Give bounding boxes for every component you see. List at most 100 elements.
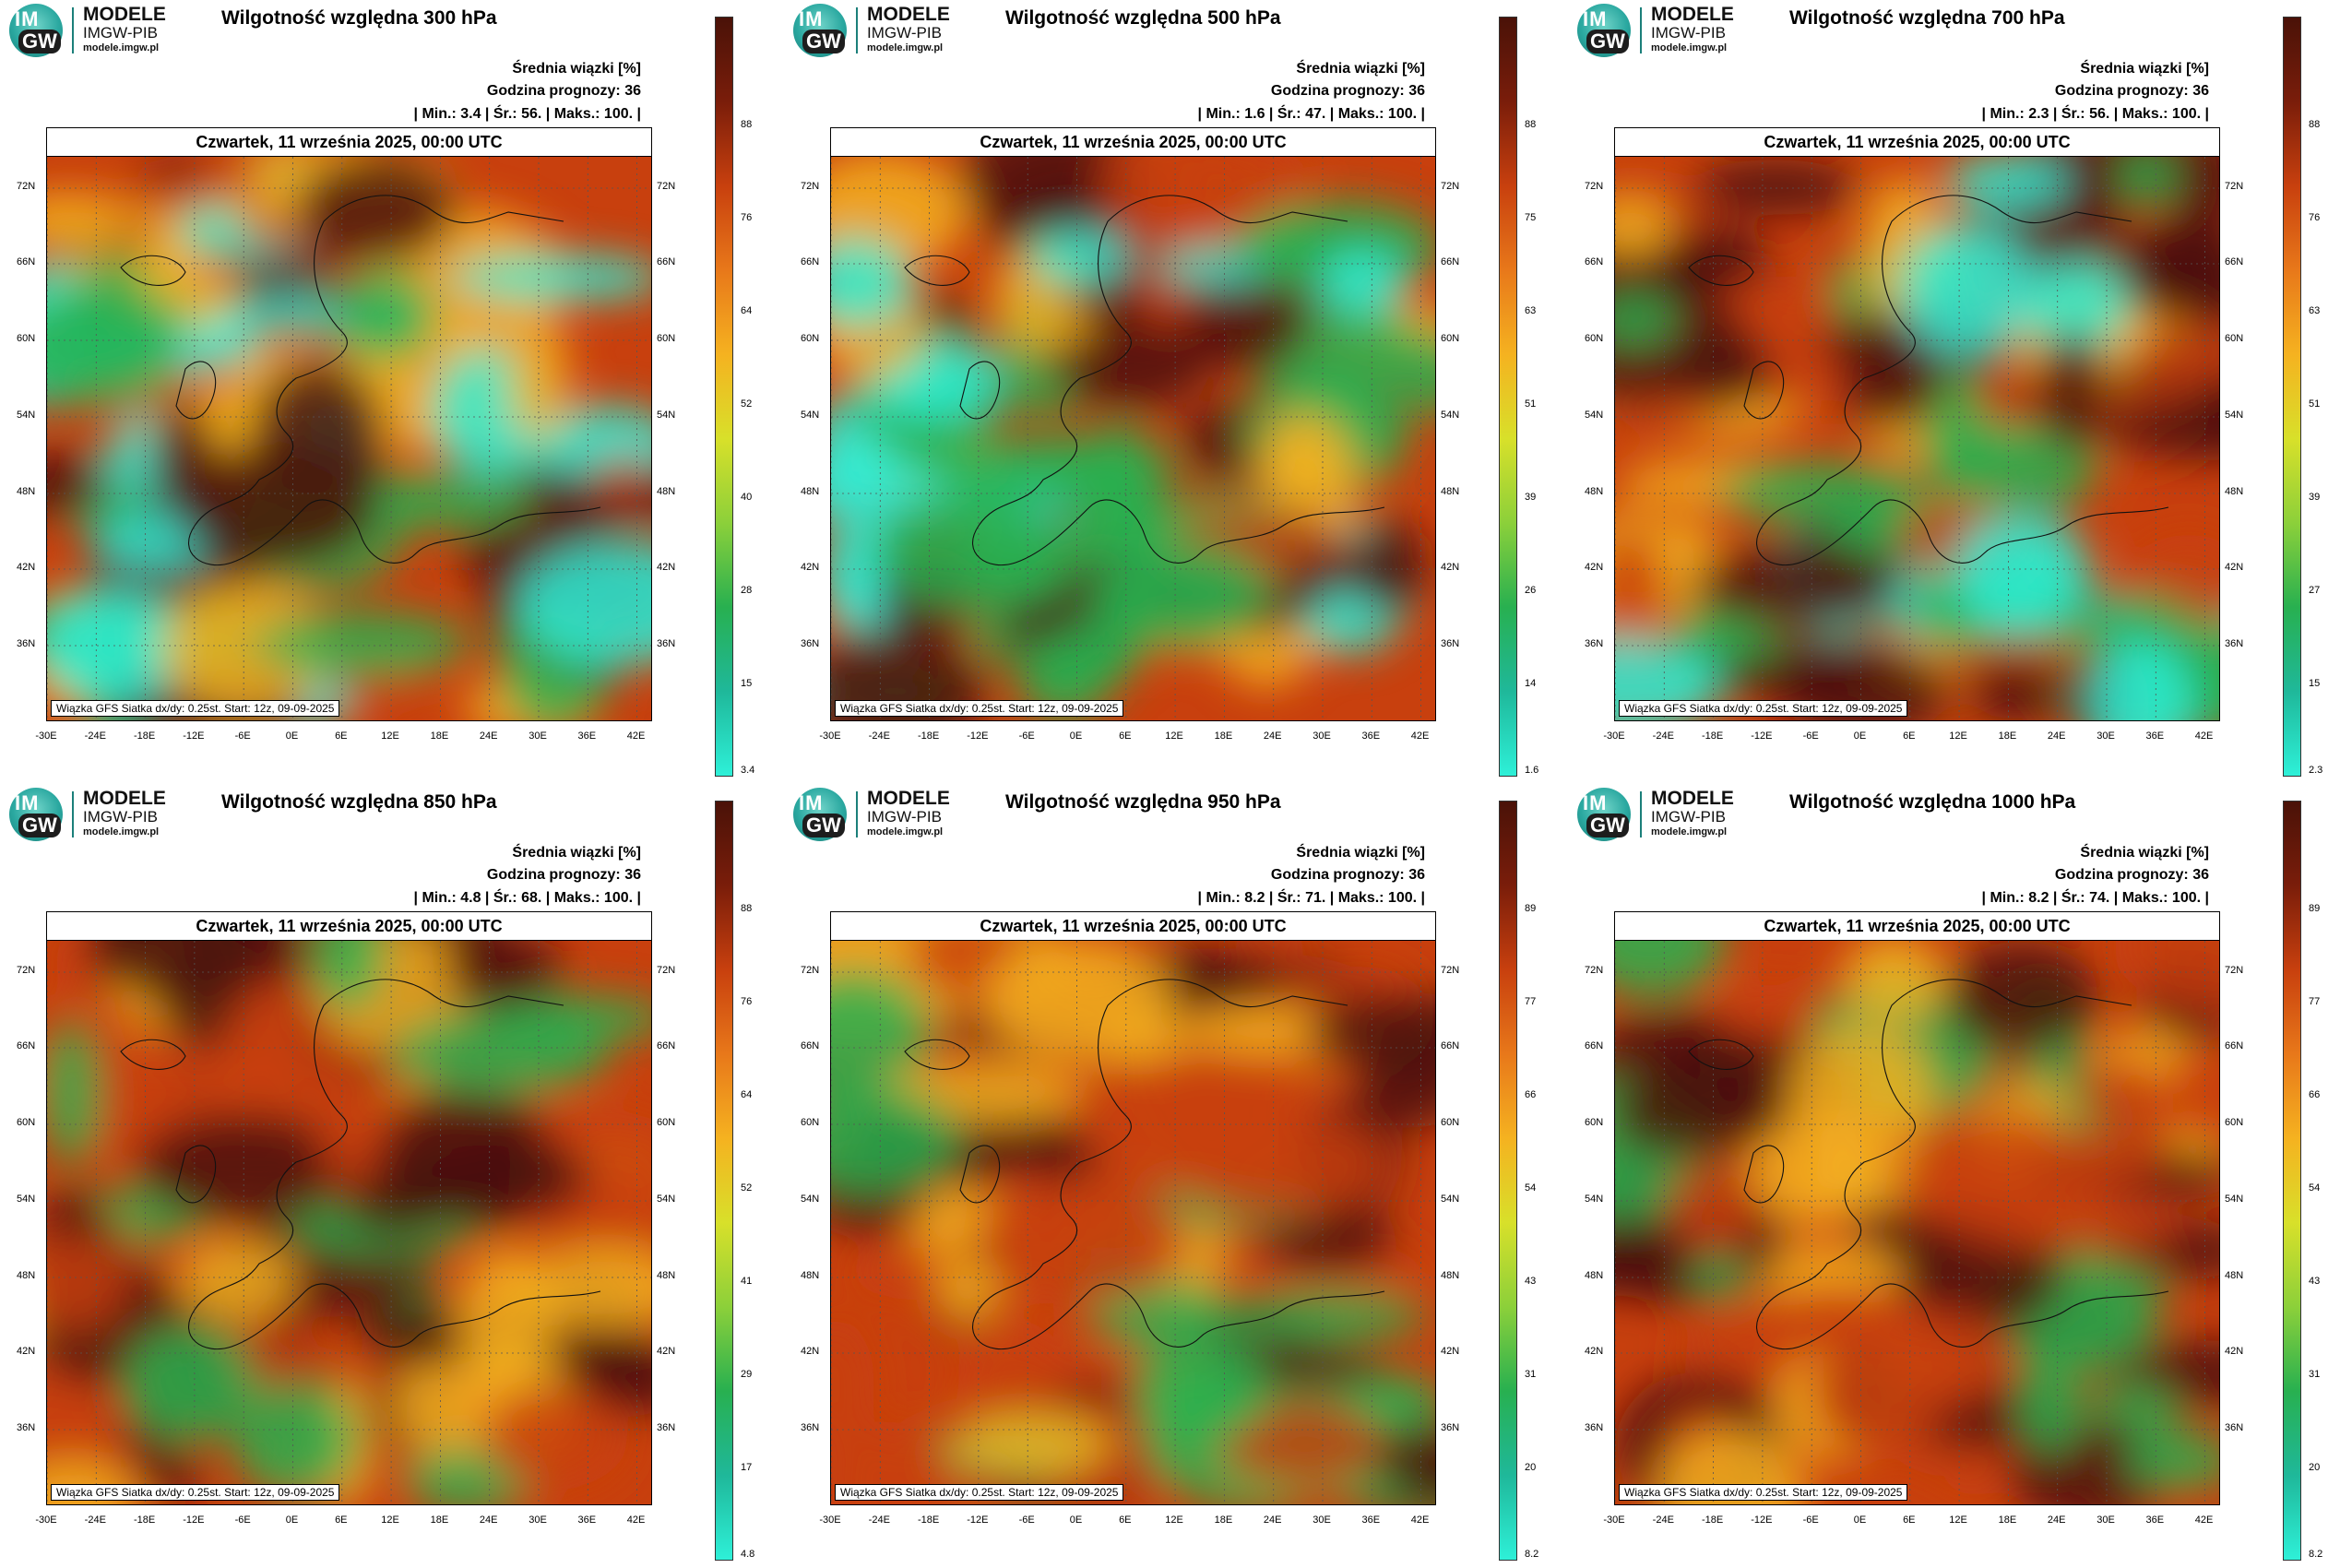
lon-label: 24E (1263, 731, 1282, 742)
lon-label: 30E (529, 1515, 547, 1526)
lon-label: -24E (84, 731, 106, 742)
lat-label-left: 60N (17, 333, 36, 344)
humidity-blob (1713, 651, 1890, 699)
lat-label-right: 66N (2225, 1040, 2244, 1051)
lon-label: 6E (1903, 731, 1916, 742)
humidity-blob (831, 628, 985, 720)
humidity-blob (1690, 160, 1859, 215)
model-footer: Wiązka GFS Siatka dx/dy: 0.25st. Start: … (1619, 700, 1908, 717)
humidity-map-svg (47, 941, 651, 1504)
colorbar-tick: 8.2 (1525, 1549, 1539, 1560)
panel-title: Wilgotność względna 500 hPa (1005, 7, 1281, 29)
logo-divider (72, 7, 74, 53)
stats-line: | Min.: 3.4 | Śr.: 56. | Maks.: 100. | (413, 106, 641, 122)
lon-label: 18E (1214, 1515, 1233, 1526)
lat-label-left: 42N (17, 562, 36, 573)
lat-label-left: 48N (1585, 486, 1604, 497)
lat-label-left: 72N (1585, 965, 1604, 976)
lat-label-right: 60N (1441, 1117, 1460, 1128)
coastline (1688, 979, 2169, 1350)
colorbar-tick: 88 (741, 119, 753, 130)
lat-label-right: 60N (2225, 333, 2244, 344)
lon-label: 42E (2194, 1515, 2214, 1526)
lon-label: 6E (335, 731, 348, 742)
logo-badge-top: IM (1583, 7, 1608, 30)
date-bar: Czwartek, 11 września 2025, 00:00 UTC (831, 912, 1435, 941)
map-frame: Czwartek, 11 września 2025, 00:00 UTC Wią… (830, 911, 1436, 1505)
humidity-map-svg (831, 157, 1435, 720)
lon-label: -30E (1603, 731, 1625, 742)
humidity-blob (983, 941, 1175, 1063)
humidity-field: Wiązka GFS Siatka dx/dy: 0.25st. Start: … (47, 157, 651, 720)
lat-label-right: 66N (2225, 256, 2244, 267)
humidity-blob (1320, 250, 1407, 315)
logo-divider (72, 791, 74, 837)
humidity-blob (47, 452, 109, 517)
lat-label-right: 66N (1441, 256, 1460, 267)
humidity-blob (47, 1232, 128, 1328)
legend-title: Średnia wiązki [%] (2080, 845, 2209, 861)
imgw-logo: IM GW MODELE IMGW-PIB modele.imgw.pl (793, 4, 950, 57)
lat-label-right: 72N (657, 181, 676, 192)
humidity-blob (1666, 1160, 1760, 1253)
humidity-blob (831, 1318, 874, 1447)
colorbar-tick: 51 (1525, 398, 1537, 410)
humidity-blob (482, 1387, 628, 1489)
lon-label: -30E (35, 731, 57, 742)
humidity-blob (1691, 544, 1903, 627)
colorbar-tick: 2.3 (2309, 765, 2323, 776)
logo-subtitle: IMGW-PIB (1651, 24, 1726, 42)
forecast-hour: Godzina prognozy: 36 (1270, 83, 1425, 99)
lon-label: -6E (1802, 731, 1819, 742)
logo-badge-bottom: GW (802, 30, 845, 53)
panel-title: Wilgotność względna 300 hPa (221, 7, 497, 29)
map-panel: IM GW MODELE IMGW-PIB modele.imgw.pl Wilgotno… (784, 784, 1568, 1568)
logo-url: modele.imgw.pl (1651, 826, 1728, 837)
colorbar (715, 17, 733, 777)
lat-label-left: 42N (801, 562, 820, 573)
humidity-blob (445, 941, 563, 1010)
lon-label: 6E (335, 1515, 348, 1526)
lon-label: -6E (1018, 1515, 1035, 1526)
imgw-logo: IM GW MODELE IMGW-PIB modele.imgw.pl (793, 788, 950, 841)
lon-label: -12E (1751, 731, 1773, 742)
lat-label-right: 60N (657, 333, 676, 344)
humidity-blob (1615, 941, 1726, 996)
lon-label: -24E (1652, 731, 1674, 742)
colorbar-tick: 52 (741, 398, 753, 410)
humidity-blob (1899, 221, 2036, 356)
lat-label-left: 42N (801, 1346, 820, 1357)
humidity-blob (250, 361, 385, 497)
logo-title: MODELE (1651, 788, 1734, 809)
humidity-blob (392, 1011, 610, 1094)
logo-subtitle: IMGW-PIB (1651, 808, 1726, 826)
humidity-blob (1788, 1027, 1934, 1158)
logo-badge-icon: IM GW (9, 4, 63, 57)
lon-label: 24E (2047, 1515, 2066, 1526)
lon-label: -6E (234, 731, 251, 742)
coastline (120, 979, 601, 1350)
humidity-blob (1371, 1423, 1435, 1490)
lat-label-left: 66N (17, 256, 36, 267)
logo-badge-top: IM (799, 791, 824, 814)
humidity-map-svg (47, 157, 651, 720)
lat-label-right: 66N (657, 1040, 676, 1051)
stats-line: | Min.: 8.2 | Śr.: 74. | Maks.: 100. | (1981, 890, 2209, 906)
lon-label: 6E (1119, 1515, 1132, 1526)
humidity-blob (1918, 1114, 2111, 1245)
humidity-blob (950, 1411, 1114, 1476)
colorbar-tick: 63 (1525, 305, 1537, 316)
lon-label: 24E (1263, 1515, 1282, 1526)
lat-label-left: 36N (17, 1422, 36, 1433)
lon-label: 24E (2047, 731, 2066, 742)
legend-title: Średnia wiązki [%] (512, 845, 641, 861)
humidity-blob (2005, 1217, 2171, 1253)
humidity-blob (317, 1044, 384, 1192)
humidity-blob (2023, 259, 2128, 353)
logo-subtitle: IMGW-PIB (867, 24, 942, 42)
map-frame: Czwartek, 11 września 2025, 00:00 UTC Wią… (46, 127, 652, 721)
lon-label: 42E (626, 1515, 646, 1526)
lat-label-left: 60N (801, 1117, 820, 1128)
colorbar (2283, 17, 2301, 777)
lon-label: 6E (1903, 1515, 1916, 1526)
